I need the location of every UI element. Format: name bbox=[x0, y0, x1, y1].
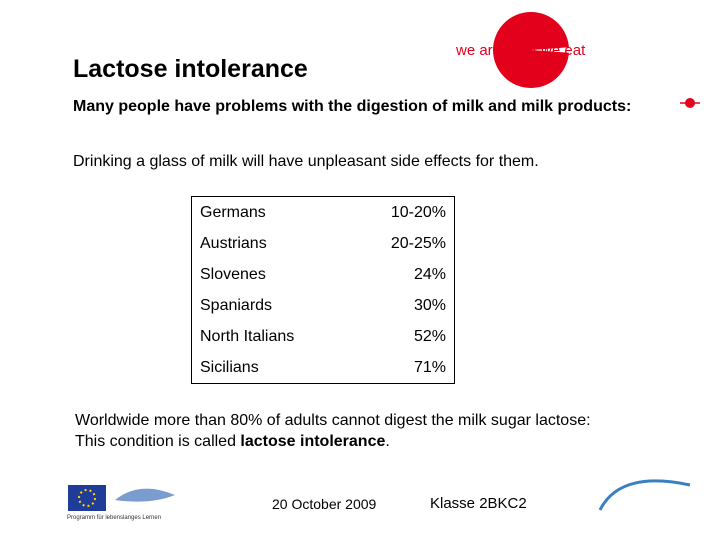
title: Lactose intolerance bbox=[73, 55, 308, 83]
school-logo bbox=[598, 479, 691, 511]
population: North Italians bbox=[191, 321, 356, 352]
population: Sicilians bbox=[191, 352, 356, 384]
eu-flag bbox=[68, 485, 106, 511]
percentage: 20-25% bbox=[356, 228, 455, 259]
eu-program-logo bbox=[115, 488, 175, 502]
population: Spaniards bbox=[191, 290, 356, 321]
population: Austrians bbox=[191, 228, 356, 259]
conclusion-line: Worldwide more than 80% of adults cannot… bbox=[75, 412, 591, 429]
percentage: 10-20% bbox=[356, 196, 455, 228]
footer-date: 20 October 2009 bbox=[272, 496, 377, 512]
intro-text: Drinking a glass of milk will have unple… bbox=[73, 153, 539, 170]
text: This condition is called bbox=[75, 433, 236, 450]
table-row: Spaniards 30% bbox=[191, 290, 455, 321]
text: . bbox=[385, 433, 390, 450]
bold-term: lactose intolerance bbox=[240, 433, 386, 450]
percentage: 71% bbox=[356, 352, 455, 384]
table-row: Slovenes 24% bbox=[191, 259, 455, 290]
population: Slovenes bbox=[191, 259, 356, 290]
logo-caption: Programm für lebenslanges Lernen bbox=[67, 515, 162, 521]
data-table: Germans 10-20% Austrians 20-25% Slovenes 24% S… bbox=[191, 196, 455, 384]
logo-text: we are what we eat bbox=[455, 42, 586, 59]
footer-class: Klasse 2BKC2 bbox=[430, 495, 527, 512]
conclusion-line: This condition is called lactose intoler… bbox=[75, 431, 591, 452]
percentage: 52% bbox=[356, 321, 455, 352]
percentage: 30% bbox=[356, 290, 455, 321]
eu-stars bbox=[78, 489, 96, 507]
intro-text: Many people have problems with the diges… bbox=[73, 98, 632, 115]
logo-wedge bbox=[531, 45, 600, 55]
percentage: 24% bbox=[356, 259, 455, 290]
conclusion: Worldwide more than 80% of adults cannot… bbox=[75, 410, 591, 452]
population: Germans bbox=[191, 196, 356, 228]
table-row: North Italians 52% bbox=[191, 321, 455, 352]
table-row: Germans 10-20% bbox=[191, 196, 455, 228]
table-row: Austrians 20-25% bbox=[191, 228, 455, 259]
table-row: Sicilians 71% bbox=[191, 352, 455, 384]
